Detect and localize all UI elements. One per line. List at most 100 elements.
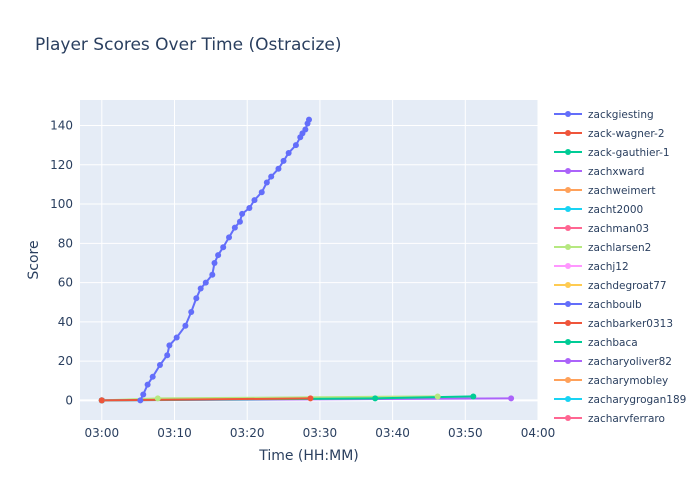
legend-swatch-marker <box>565 206 571 212</box>
data-point-zack-wagner-2 <box>307 395 314 402</box>
data-point-zackgiesting <box>239 210 246 217</box>
x-tick-label: 03:40 <box>375 426 410 440</box>
y-tick-label: 100 <box>50 197 73 211</box>
plot-area <box>80 100 538 420</box>
legend-swatch-marker <box>565 282 571 288</box>
data-point-zackgiesting <box>211 259 218 266</box>
legend-swatch-marker <box>565 415 571 421</box>
legend-item-zacharyferraro[interactable]: zacharyferraro <box>554 413 665 425</box>
y-tick-label: 80 <box>58 236 73 250</box>
legend-swatch-marker <box>565 320 571 326</box>
x-tick-label: 03:50 <box>448 426 483 440</box>
data-point-zackgiesting <box>137 397 144 404</box>
x-tick-label: 04:00 <box>521 426 556 440</box>
data-point-zackgiesting <box>209 271 216 278</box>
data-point-zackgiesting <box>275 165 282 172</box>
data-point-zachxward <box>508 395 515 402</box>
series-line-zack-wagner-2 <box>101 397 311 402</box>
legend-item-zachlarsen2[interactable]: zachlarsen2 <box>554 242 651 254</box>
legend-item-zack-gauthier-1[interactable]: zack-gauthier-1 <box>554 147 670 159</box>
chart-title: Player Scores Over Time (Ostracize) <box>35 35 342 55</box>
legend-label: zacht2000 <box>588 204 643 216</box>
x-tick-label: 03:00 <box>85 426 120 440</box>
legend-item-zachj12[interactable]: zachj12 <box>554 261 629 273</box>
legend-swatch-marker <box>565 339 571 345</box>
data-point-zackgiesting <box>258 189 265 196</box>
legend-swatch-marker <box>565 244 571 250</box>
data-point-zack-wagner-2 <box>98 397 105 404</box>
legend-item-zacharyoliver82[interactable]: zacharyoliver82 <box>554 356 672 368</box>
data-point-zackgiesting <box>202 279 209 286</box>
data-point-zackgiesting <box>302 126 309 133</box>
data-point-zackgiesting <box>197 285 204 292</box>
y-tick-label: 60 <box>58 276 73 290</box>
legend-label: zachj12 <box>588 261 629 273</box>
data-point-zackgiesting <box>285 150 292 157</box>
x-tick-label: 03:30 <box>303 426 338 440</box>
legend-label: zacharyferraro <box>588 413 665 425</box>
data-point-zackgiesting <box>149 373 156 380</box>
data-point-zack-gauthier-1 <box>372 395 379 402</box>
legend-swatch-marker <box>565 149 571 155</box>
y-tick-label: 40 <box>58 315 73 329</box>
data-point-zackgiesting <box>173 334 180 341</box>
data-point-zachlarsen2 <box>434 393 441 400</box>
data-point-zackgiesting <box>292 142 299 149</box>
legend-label: zachweimert <box>588 185 655 197</box>
legend-swatch-marker <box>565 301 571 307</box>
data-point-zackgiesting <box>306 116 312 123</box>
x-tick-labels: 03:00 03:10 03:20 03:30 03:40 03:50 04:00 <box>85 426 556 440</box>
data-point-zackgiesting <box>280 157 287 164</box>
legend-item-zachweimert[interactable]: zachweimert <box>554 185 655 197</box>
legend-label: zachman03 <box>588 223 649 235</box>
legend-item-zachdegroat77[interactable]: zachdegroat77 <box>554 280 667 292</box>
data-point-zackgiesting <box>140 391 147 398</box>
legend-item-zack-wagner-2[interactable]: zack-wagner-2 <box>554 128 665 140</box>
data-point-zackgiesting <box>144 381 151 388</box>
legend-label: zack-wagner-2 <box>588 128 665 140</box>
y-tick-label: 0 <box>65 393 73 407</box>
x-tick-label: 03:10 <box>157 426 192 440</box>
legend-item-zacharygrogan189[interactable]: zacharygrogan189 <box>554 394 686 406</box>
legend-label: zachxward <box>588 166 644 178</box>
legend-label: zack-gauthier-1 <box>588 147 670 159</box>
legend[interactable]: zackgiesting zack-wagner-2 zack-gauthier-1… <box>554 109 686 425</box>
legend-item-zachman03[interactable]: zachman03 <box>554 223 649 235</box>
data-point-zackgiesting <box>226 234 233 241</box>
legend-item-zackgiesting[interactable]: zackgiesting <box>554 109 654 121</box>
legend-item-zachboulb[interactable]: zachboulb <box>554 299 642 311</box>
legend-item-zachbaca[interactable]: zachbaca <box>554 337 638 349</box>
legend-item-zacharymobley[interactable]: zacharymobley <box>554 375 668 387</box>
legend-label: zacharymobley <box>588 375 668 387</box>
legend-item-zacht2000[interactable]: zacht2000 <box>554 204 643 216</box>
legend-item-zachbarker0313[interactable]: zachbarker0313 <box>554 318 673 330</box>
data-point-zackgiesting <box>188 309 195 316</box>
legend-swatch-marker <box>565 111 571 117</box>
data-point-zackgiesting <box>236 218 243 225</box>
data-point-zackgiesting <box>246 204 253 211</box>
legend-label: zachbarker0313 <box>588 318 673 330</box>
legend-swatch-marker <box>565 187 571 193</box>
legend-label: zachdegroat77 <box>588 280 667 292</box>
legend-label: zacharyoliver82 <box>588 356 672 368</box>
legend-swatch-marker <box>565 396 571 402</box>
legend-label: zachlarsen2 <box>588 242 651 254</box>
data-point-zackgiesting <box>164 352 171 359</box>
legend-label: zacharygrogan189 <box>588 394 686 406</box>
data-point-zackgiesting <box>215 252 222 259</box>
y-tick-label: 20 <box>58 354 73 368</box>
data-point-zackgiesting <box>251 197 258 204</box>
y-tick-label: 120 <box>50 158 73 172</box>
legend-label: zachbaca <box>588 337 638 349</box>
legend-swatch-marker <box>565 168 571 174</box>
legend-swatch-marker <box>565 225 571 231</box>
data-point-zackgiesting <box>156 362 163 369</box>
x-axis-title: Time (HH:MM) <box>258 448 359 464</box>
data-point-zackgiesting <box>231 224 238 231</box>
data-point-zachlarsen2 <box>154 395 161 402</box>
data-point-zackgiesting <box>182 322 189 329</box>
legend-item-zachxward[interactable]: zachxward <box>554 166 644 178</box>
data-point-zackgiesting <box>268 173 275 180</box>
series-points <box>98 116 515 404</box>
